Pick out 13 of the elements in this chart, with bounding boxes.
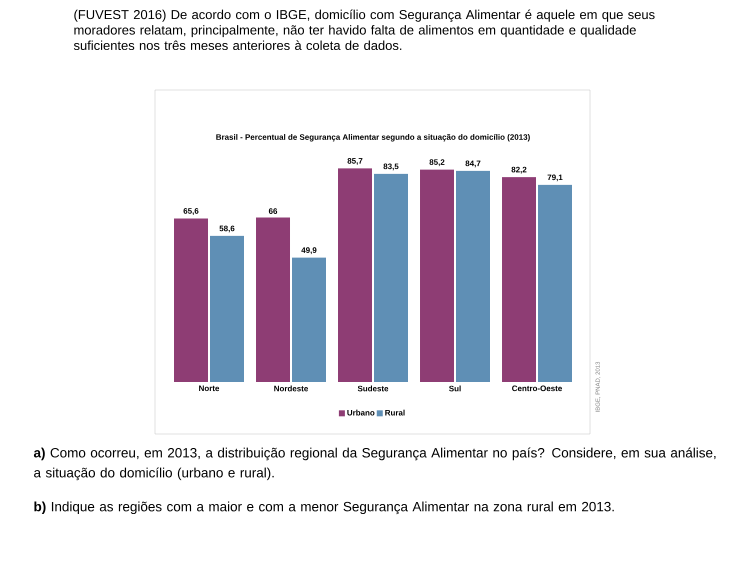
text: a) Como ocorreu, em 2013, a distribuição regional da Segurança Alimentar no país? Considere, em sua análise, a situação do domicílio (urbano e rural).	[34, 448, 716, 480]
bar	[538, 184, 572, 382]
text: b) Indique as regiões com a maior e com a menor Segurança Alimentar na zona rural em 2013.	[34, 502, 614, 514]
bar	[174, 218, 208, 382]
bar	[256, 217, 290, 382]
bar	[456, 170, 490, 382]
bar	[420, 170, 454, 382]
bar	[292, 258, 326, 382]
bar	[338, 168, 372, 382]
bar	[210, 236, 244, 382]
bar	[374, 174, 408, 382]
text: (FUVEST 2016) De acordo com o IBGE, domicílio com Segurança Alimentar é aquele em que seus moradores relatam, principalmente, não ter havido falta de alimentos em quantidade e qualidade suficientes nos três meses anteriores à coleta de dados.	[74, 10, 655, 50]
bar	[502, 177, 536, 382]
